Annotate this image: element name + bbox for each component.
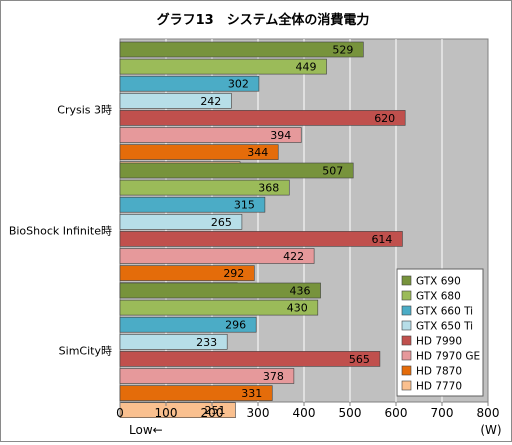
x-tick-label: 600 [385,406,408,420]
legend-swatch [401,365,412,376]
legend: GTX 690 GTX 680 GTX 660 Ti GTX 650 Ti HD 799… [396,268,484,397]
chart-title: グラフ13 システム全体の消費電力 [157,12,370,28]
data-label: 292 [223,267,244,280]
legend-label: HD 7770 [416,381,462,393]
legend-label: GTX 680 [416,291,461,303]
bar [119,368,295,384]
bar [119,316,257,333]
bar [119,127,302,143]
legend-swatch [401,275,412,286]
x-tick-label: 0 [116,406,124,420]
data-label: 302 [228,78,249,91]
data-label: 233 [196,336,217,349]
data-label: 331 [241,387,262,400]
x-tick-label: 500 [339,406,362,420]
category-label: Crysis 3時 [57,103,112,116]
legend-label: HD 7990 [416,336,462,348]
data-label: 251 [204,404,225,417]
legend-label: GTX 660 Ti [416,306,473,318]
bar [119,214,243,230]
x-tick-label: 800 [477,406,500,420]
category-label: SimCity時 [59,344,112,357]
data-label: 614 [371,233,392,246]
x-tick-label: 100 [155,406,178,420]
data-label: 430 [287,302,308,315]
data-label: 242 [200,95,221,108]
legend-swatch [401,350,412,361]
legend-label: GTX 650 Ti [416,321,473,333]
legend-swatch [401,305,412,316]
data-label: 344 [247,146,268,159]
data-label: 315 [234,199,255,212]
bar [119,231,403,247]
legend-swatch [401,320,412,331]
data-label: 394 [270,129,291,142]
category-label: BioShock Infinite時 [9,224,112,237]
x-tick-label: 700 [431,406,454,420]
x-tick-label: 200 [201,406,224,420]
bar [119,299,319,316]
legend-label: HD 7970 GE [416,351,480,363]
bar [119,58,327,75]
bar [119,265,255,281]
legend-swatch [401,290,412,301]
data-label: 565 [349,353,370,366]
x-tick-label: 400 [293,406,316,420]
data-label: 265 [211,216,232,229]
x-tick-label: 300 [247,406,270,420]
bar [119,75,260,92]
plot-area: 529449302242620394344261Crysis 3時5073683… [9,38,500,420]
legend-label: HD 7870 [416,366,462,378]
bar [119,248,315,264]
data-label: 368 [258,182,279,195]
bar [119,196,266,213]
bar [119,110,406,126]
data-label: 620 [374,112,395,125]
legend-box [396,268,484,397]
legend-swatch [401,380,412,391]
bar [119,333,228,350]
legend-label: GTX 690 [416,276,461,288]
data-label: 507 [322,165,343,178]
bar [119,41,364,58]
data-label: 436 [290,285,311,298]
bar [119,93,232,109]
x-axis-low-label: Low← [129,423,163,437]
data-label: 378 [263,370,284,383]
bar [119,179,290,196]
bar [119,144,279,160]
x-axis-unit-label: (W) [480,423,501,437]
bar [119,351,381,367]
bar [119,402,236,419]
data-label: 449 [296,61,317,74]
bar [119,162,354,179]
data-label: 422 [283,250,304,263]
legend-swatch [401,335,412,346]
data-label: 296 [225,319,246,332]
bar [119,385,273,401]
data-label: 529 [332,44,353,57]
bar [119,282,321,299]
